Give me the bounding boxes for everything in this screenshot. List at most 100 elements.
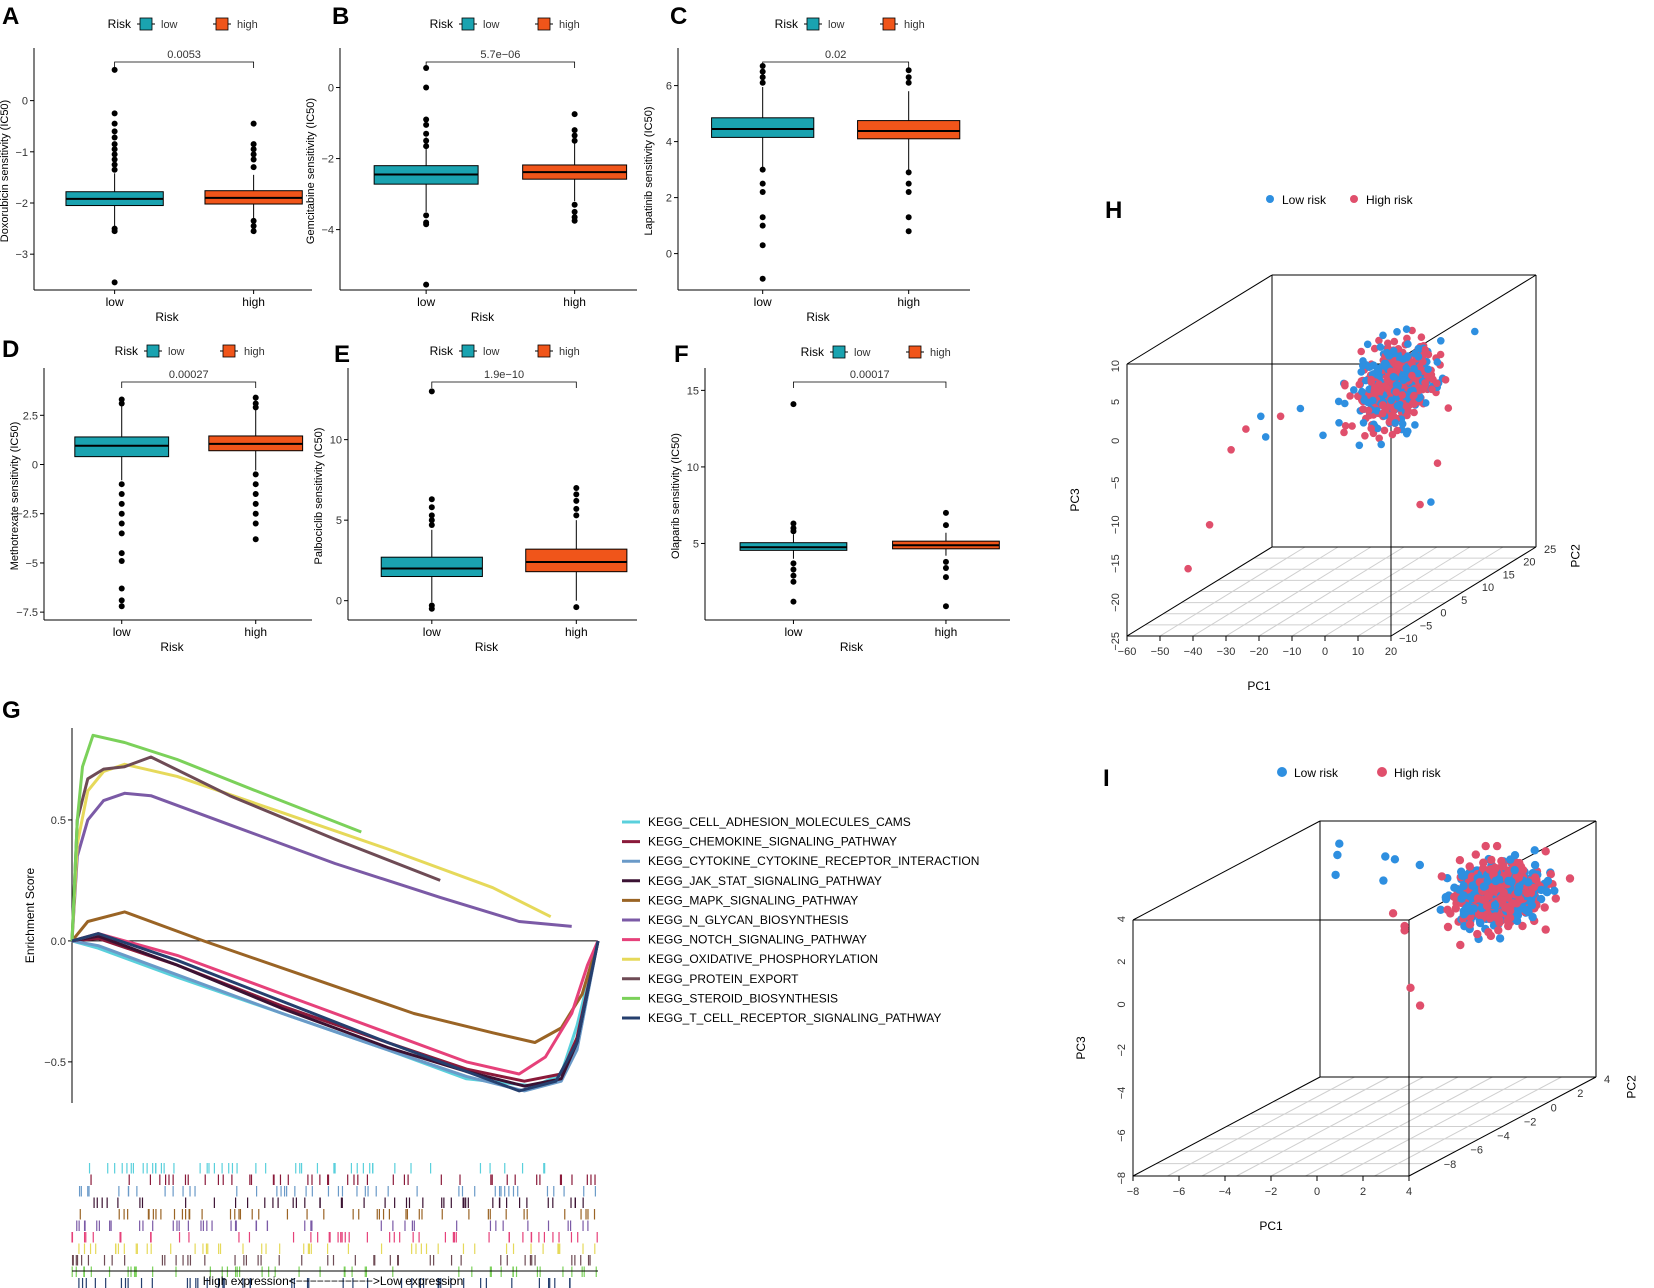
scatter-point-high (1515, 895, 1525, 904)
floor-grid-line (1374, 1076, 1562, 1177)
scatter-point-low (1530, 846, 1539, 855)
scatter-point-high (1408, 371, 1416, 380)
legend-title: Risk (430, 344, 454, 358)
y-tick-label: 25 (1544, 544, 1556, 556)
scatter-point-high (1497, 856, 1506, 866)
scatter-point-high (1518, 865, 1528, 875)
y-tick-label: 2 (666, 193, 672, 205)
outlier-point (905, 189, 912, 195)
legend-entry: KEGG_CHEMOKINE_SIGNALING_PATHWAY (648, 835, 897, 849)
scatter-point-high (1443, 905, 1452, 914)
outlier-point (759, 275, 766, 282)
outlier-point (790, 572, 797, 579)
floor-grid-line (1291, 546, 1438, 637)
panel-label: G (2, 697, 21, 724)
outlier-point (573, 484, 580, 491)
enrichment-curve (70, 733, 362, 941)
scatter-point-low (1385, 352, 1393, 360)
box-low (711, 117, 815, 138)
z-tick-label: −20 (1110, 593, 1122, 612)
z-tick-label: −6 (1116, 1129, 1128, 1142)
legend-key-box (806, 17, 820, 31)
scatter-point-low (1341, 399, 1349, 408)
p-value-label: 0.0053 (167, 49, 201, 61)
scatter-point-high (1376, 386, 1385, 394)
scatter-point-low (1389, 373, 1398, 381)
y-tick-label: 0 (32, 460, 38, 472)
outlier-point (252, 510, 259, 517)
scatter-point-low (1530, 860, 1540, 870)
y-tick-label: 10 (687, 462, 699, 474)
scatter-point-low (1319, 431, 1327, 440)
outlier-point (111, 156, 118, 163)
scatter-point-high (1371, 384, 1379, 392)
scatter-point-high (1540, 903, 1549, 912)
scatter-point-high (1357, 347, 1365, 356)
significance-bracket (114, 61, 255, 68)
outlier-point (118, 500, 125, 507)
floor-grid-line (1339, 1076, 1528, 1177)
z-tick-label: −8 (1116, 1172, 1128, 1185)
y-axis-title: Methotrexate sensitivity (IC50) (9, 422, 21, 571)
outlier-point (250, 223, 257, 230)
outlier-point (250, 141, 257, 148)
legend-entry-high: High risk (1394, 766, 1442, 780)
panel-label: C (670, 3, 687, 30)
boxplot-panel-A: A Risk low high 0 −1 −2 −3 low high Risk Doxorubici… (0, 3, 312, 324)
scatter-point-low (1393, 402, 1402, 410)
y-tick-label: 0 (22, 96, 28, 108)
x-axis-title: Risk (471, 310, 495, 324)
outlier-point (118, 481, 125, 488)
outlier-point (118, 585, 125, 592)
scatter-point-high (1482, 901, 1492, 911)
gsea-panel: G 0.5 0.0 −0.5 Enrichment Score KEGG_CELL_ADH… (2, 697, 979, 1288)
legend-entry-low: low (854, 347, 871, 359)
scatter-point-low (1411, 421, 1419, 429)
y-tick-label: 5 (336, 515, 342, 527)
outlier-point (790, 401, 797, 408)
scatter-point-low (1464, 903, 1473, 912)
scatter-point-high (1437, 872, 1447, 881)
boxplot-panel-C: C Risk low high 0 2 4 6 low high Risk Lapatinib sen… (643, 3, 970, 324)
outlier-point (790, 528, 797, 535)
scatter-point-low (1359, 362, 1367, 370)
outlier-point (790, 566, 797, 573)
scatter-point-high (1410, 408, 1418, 417)
outlier-point (790, 598, 797, 605)
y-tick-label: −3 (15, 249, 28, 261)
legend-key-box (537, 17, 551, 31)
scatter-point-low (1396, 354, 1404, 363)
scatter-point-high (1451, 904, 1461, 913)
z-tick-label: 0 (1110, 438, 1122, 444)
boxplot-panel-F: F Risk low high 5 10 15 low high Risk Olaparib sen… (670, 341, 1010, 654)
outlier-point (905, 169, 912, 176)
x-tick-label: −8 (1127, 1186, 1140, 1198)
scatter-point-low (1377, 440, 1385, 449)
outlier-point (428, 496, 435, 503)
panel-label: I (1103, 765, 1110, 792)
scatter-point-low (1414, 352, 1423, 361)
outlier-point (118, 520, 125, 527)
outlier-point (111, 110, 118, 117)
scatter-point-low (1510, 851, 1520, 860)
outlier-point (423, 116, 430, 123)
scatter-point-low (1421, 399, 1430, 407)
significance-bracket (121, 381, 257, 388)
scatter-point-low (1433, 358, 1442, 366)
outlier-point (111, 141, 118, 148)
outlier-point (111, 146, 118, 153)
scatter-point-low (1441, 894, 1451, 904)
outlier-point (571, 132, 578, 139)
x-axis-title: Risk (840, 640, 864, 654)
enrichment-curve (71, 937, 600, 1083)
p-value-label: 1.9e−10 (484, 369, 524, 381)
y-axis-title: Palbociclib sensitivity (IC50) (313, 428, 325, 565)
legend-key-box (908, 345, 922, 359)
outlier-point (118, 491, 125, 498)
x-axis-title: Risk (806, 310, 830, 324)
x-tick-label: 2 (1360, 1186, 1366, 1198)
outlier-point (252, 491, 259, 498)
outlier-point (942, 564, 949, 571)
scatter-point-high (1433, 379, 1441, 388)
scatter-point-low (1524, 878, 1533, 887)
